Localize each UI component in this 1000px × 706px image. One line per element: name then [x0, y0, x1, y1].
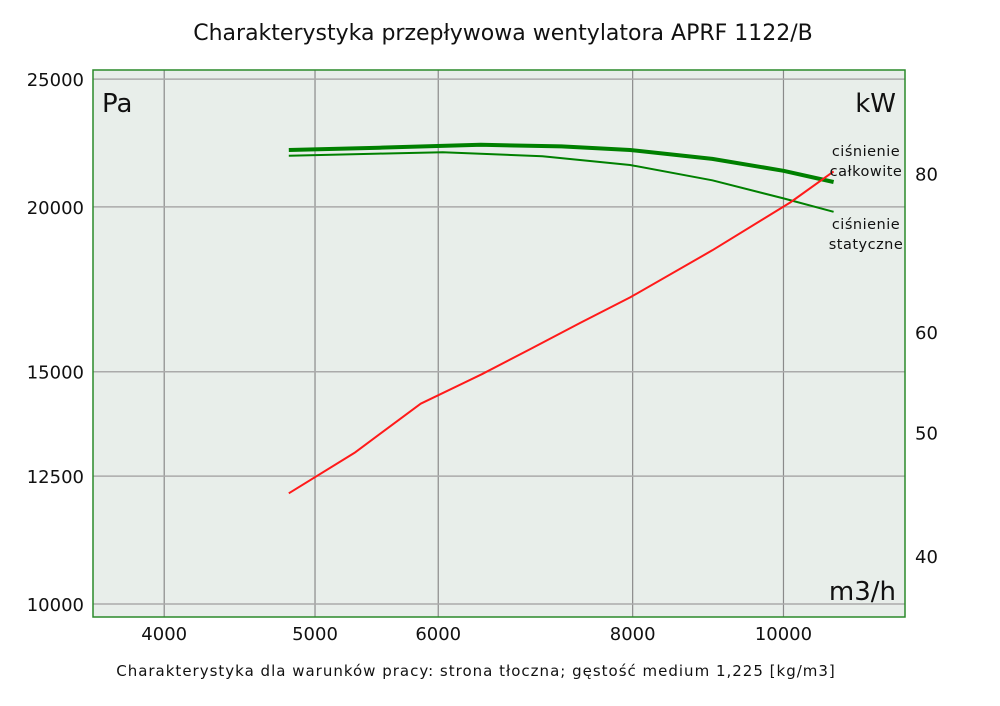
x-tick-label: 8000: [610, 624, 656, 645]
tick-labels: 4000 5000 6000 8000 10000 10000 12500 15000 2000…: [27, 70, 938, 645]
y-tick-label: 12500: [27, 467, 84, 488]
series-label: całkowite: [830, 164, 903, 180]
x-tick-label: 4000: [141, 624, 187, 645]
series-label: ciśnienie: [832, 144, 900, 160]
series-lines: [288, 142, 835, 495]
y-tick-label: 10000: [27, 595, 84, 616]
series-line-3: [288, 170, 835, 495]
y2-tick-label: 40: [915, 547, 938, 568]
x-tick-label: 6000: [415, 624, 461, 645]
series-label: ciśnienie: [832, 217, 900, 233]
y-tick-label: 15000: [27, 363, 84, 384]
chart-title: Charakterystyka przepływowa wentylatora …: [193, 21, 813, 46]
grid: [93, 70, 905, 617]
chart-subtitle: Charakterystyka dla warunków pracy: stro…: [116, 662, 836, 680]
series-line-1: [288, 142, 835, 184]
series-labels: ciśnienie całkowite ciśnienie statyczne: [829, 144, 904, 253]
series-label: statyczne: [829, 237, 904, 253]
y2-tick-label: 60: [915, 323, 938, 344]
y-tick-label: 20000: [27, 198, 84, 219]
x-tick-label: 10000: [755, 624, 812, 645]
x-axis-label: m3/h: [829, 577, 896, 607]
y2-axis-label: kW: [855, 89, 896, 119]
plot-frame: [92, 69, 906, 618]
y2-tick-label: 50: [915, 424, 938, 445]
y-axis-label: Pa: [102, 89, 132, 119]
y-tick-label: 25000: [27, 70, 84, 91]
y2-tick-label: 80: [915, 164, 938, 185]
x-tick-label: 5000: [292, 624, 338, 645]
plot-area: [93, 70, 905, 617]
series-line-2: [288, 151, 834, 213]
